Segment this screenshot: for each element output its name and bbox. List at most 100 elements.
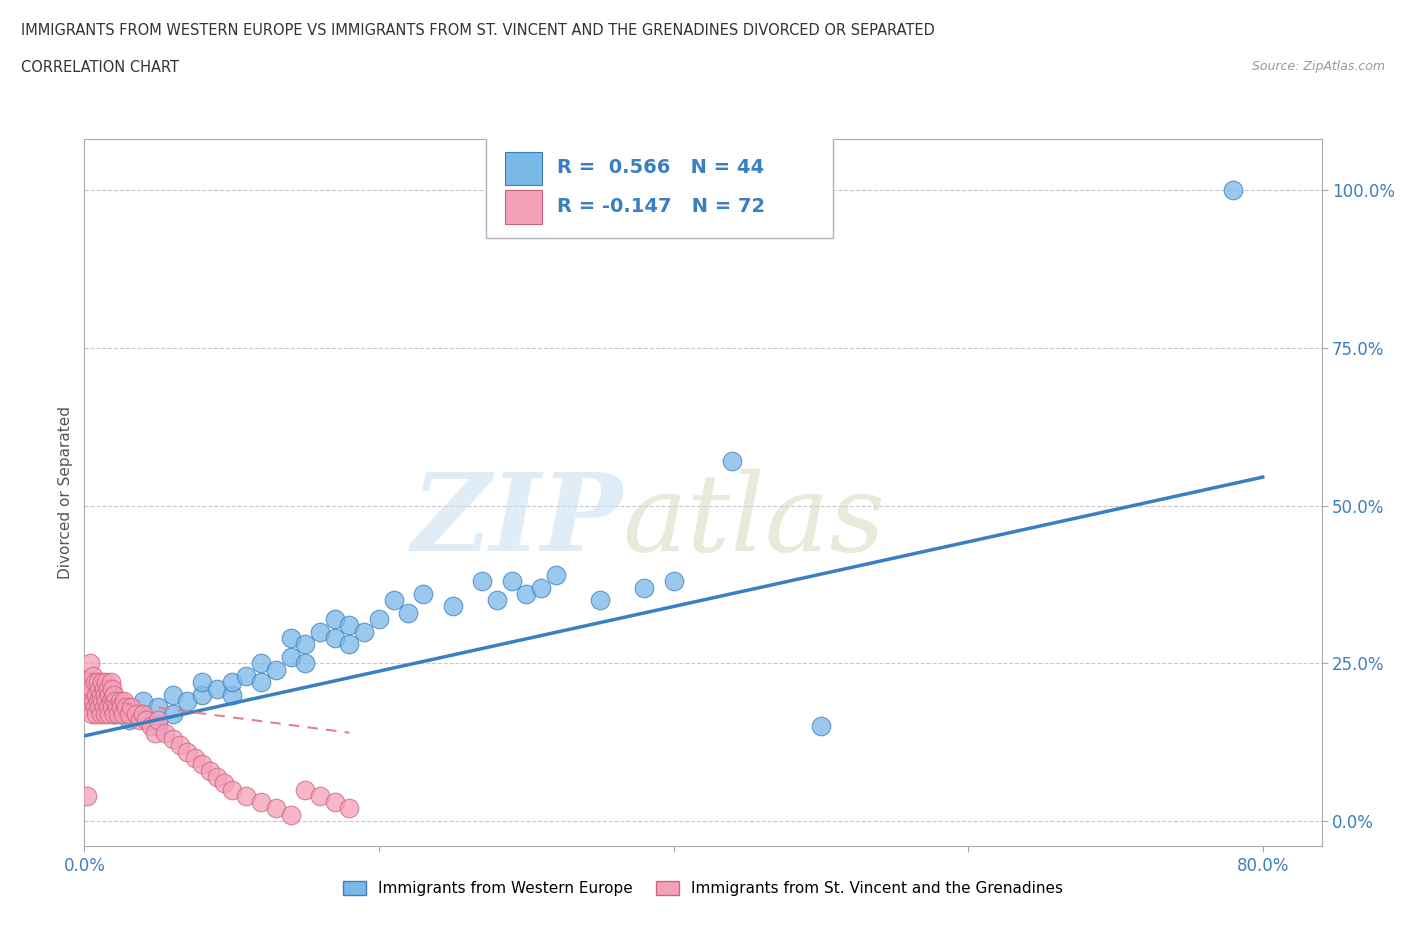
Point <box>76 789 98 804</box>
Point <box>339 801 361 816</box>
Point <box>132 707 155 722</box>
Point <box>221 782 243 797</box>
Point <box>97 700 120 715</box>
Point <box>98 707 121 722</box>
Point <box>162 687 184 702</box>
Point <box>530 580 553 595</box>
Point <box>143 725 166 740</box>
Point <box>633 580 655 595</box>
Point <box>485 592 508 607</box>
Point <box>280 807 302 822</box>
Point <box>96 694 118 709</box>
Point <box>76 700 98 715</box>
Point <box>155 725 177 740</box>
Text: atlas: atlas <box>623 469 886 574</box>
Text: IMMIGRANTS FROM WESTERN EUROPE VS IMMIGRANTS FROM ST. VINCENT AND THE GRENADINES: IMMIGRANTS FROM WESTERN EUROPE VS IMMIGR… <box>21 23 935 38</box>
Point <box>368 612 391 627</box>
Point <box>79 656 101 671</box>
Point <box>117 707 139 722</box>
Point <box>112 694 135 709</box>
Point <box>280 649 302 664</box>
Point <box>205 681 228 696</box>
Point <box>323 631 346 645</box>
Point <box>103 687 125 702</box>
Text: R =  0.566   N = 44: R = 0.566 N = 44 <box>557 157 763 177</box>
Y-axis label: Divorced or Separated: Divorced or Separated <box>58 406 73 579</box>
Point <box>162 707 184 722</box>
Point <box>323 794 346 809</box>
Point <box>235 789 257 804</box>
Point <box>250 675 273 690</box>
Point <box>162 732 184 747</box>
Point <box>121 700 143 715</box>
Point <box>107 707 129 722</box>
Point <box>515 587 537 602</box>
Point <box>662 574 685 589</box>
Point <box>810 719 832 734</box>
Point <box>98 687 121 702</box>
Point <box>90 687 112 702</box>
Point <box>84 707 107 722</box>
Point <box>176 694 198 709</box>
Point <box>103 707 125 722</box>
Point <box>139 719 162 734</box>
Point <box>501 574 523 589</box>
Point <box>323 612 346 627</box>
Point <box>101 681 124 696</box>
Point <box>117 712 139 727</box>
Point <box>100 694 122 709</box>
Point <box>110 700 132 715</box>
Point <box>214 776 236 790</box>
Point <box>191 675 214 690</box>
Point <box>82 669 104 684</box>
Point <box>264 801 287 816</box>
Point <box>396 605 419 620</box>
Point <box>264 662 287 677</box>
Point <box>221 675 243 690</box>
Point <box>101 700 124 715</box>
Point <box>589 592 612 607</box>
Point <box>93 700 115 715</box>
Point <box>93 681 115 696</box>
Point <box>103 707 125 722</box>
Point <box>198 764 221 778</box>
FancyBboxPatch shape <box>486 136 832 238</box>
Text: CORRELATION CHART: CORRELATION CHART <box>21 60 179 75</box>
Point <box>191 687 214 702</box>
Point <box>339 637 361 652</box>
Point <box>114 700 136 715</box>
Point <box>250 656 273 671</box>
Point <box>205 769 228 784</box>
Point <box>184 751 207 765</box>
Point <box>412 587 434 602</box>
Point <box>135 712 157 727</box>
Point <box>146 712 169 727</box>
Point <box>80 681 103 696</box>
Point <box>108 694 131 709</box>
Point <box>83 700 105 715</box>
Point <box>86 675 108 690</box>
Text: Source: ZipAtlas.com: Source: ZipAtlas.com <box>1251 60 1385 73</box>
Point <box>80 707 103 722</box>
Point <box>104 694 127 709</box>
Point <box>105 700 128 715</box>
FancyBboxPatch shape <box>505 152 543 185</box>
Point <box>235 669 257 684</box>
Point <box>82 694 104 709</box>
FancyBboxPatch shape <box>505 191 543 224</box>
Point <box>96 675 118 690</box>
Point <box>146 700 169 715</box>
Text: R = -0.147   N = 72: R = -0.147 N = 72 <box>557 197 765 216</box>
Point <box>111 707 134 722</box>
Point <box>83 675 105 690</box>
Point <box>94 687 117 702</box>
Point <box>309 789 332 804</box>
Point <box>87 700 110 715</box>
Point <box>353 624 375 639</box>
Point <box>294 782 316 797</box>
Point <box>91 675 114 690</box>
Point <box>86 694 108 709</box>
Point <box>146 719 169 734</box>
Point <box>1222 182 1244 197</box>
Point <box>280 631 302 645</box>
